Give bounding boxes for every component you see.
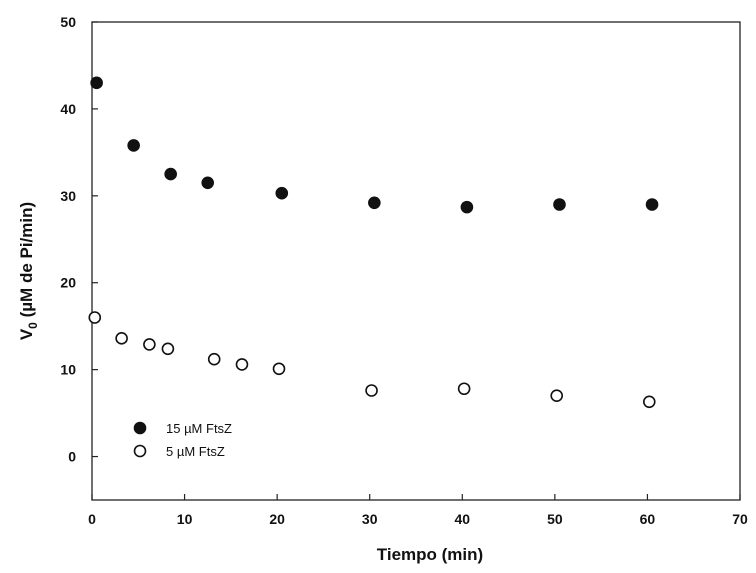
y-tick-label: 40	[60, 101, 76, 117]
x-tick-label: 20	[269, 511, 285, 527]
point-15uM-ftsz	[164, 167, 177, 181]
legend-marker-15uM	[133, 421, 147, 435]
x-tick-label: 30	[362, 511, 378, 527]
legend-label-5uM: 5 µM FtsZ	[166, 444, 225, 459]
point-15uM-ftsz	[90, 76, 103, 90]
point-5uM-ftsz	[161, 342, 175, 356]
point-15uM-ftsz	[460, 200, 474, 214]
legend: 15 µM FtsZ 5 µM FtsZ	[133, 421, 232, 459]
legend-marker-5uM	[133, 444, 147, 458]
point-5uM-ftsz	[365, 384, 378, 397]
point-5uM-ftsz	[115, 332, 128, 345]
y-tick-label: 10	[60, 362, 76, 378]
point-5uM-ftsz	[457, 382, 471, 396]
point-15uM-ftsz	[201, 176, 215, 190]
point-15uM-ftsz	[553, 198, 566, 211]
point-5uM-ftsz	[88, 311, 102, 324]
y-tick-label: 50	[60, 14, 76, 30]
point-5uM-ftsz	[143, 338, 156, 351]
point-5uM-ftsz	[550, 389, 564, 403]
y-axis-title-main: V	[17, 328, 36, 340]
x-tick-label: 40	[454, 511, 470, 527]
point-15uM-ftsz	[127, 139, 140, 152]
y-axis-title-subscript: 0	[26, 322, 40, 329]
point-5uM-ftsz	[642, 395, 656, 409]
x-axis-ticks: 0 10 20 30 40 50 60 70	[88, 494, 748, 527]
plot-frame	[91, 21, 741, 501]
legend-label-15uM: 15 µM FtsZ	[166, 421, 232, 436]
y-axis-ticks: 0 10 20 30 40 50	[60, 14, 98, 465]
x-tick-label: 10	[177, 511, 193, 527]
x-tick-label: 60	[640, 511, 656, 527]
point-5uM-ftsz	[207, 352, 221, 366]
plot-border	[91, 21, 741, 501]
y-tick-label: 30	[60, 188, 76, 204]
point-15uM-ftsz	[368, 196, 381, 210]
point-15uM-ftsz	[645, 198, 659, 211]
x-axis-title: Tiempo (min)	[377, 545, 483, 564]
x-tick-label: 70	[732, 511, 748, 527]
point-15uM-ftsz	[275, 186, 289, 200]
point-5uM-ftsz	[272, 362, 286, 376]
data-points	[88, 76, 659, 409]
point-5uM-ftsz	[235, 358, 249, 371]
y-tick-label: 20	[60, 275, 76, 291]
y-axis-title: V0 (µM de Pi/min)	[17, 202, 40, 340]
x-tick-label: 0	[88, 511, 96, 527]
y-axis-title-rest: (µM de Pi/min)	[17, 202, 36, 322]
x-tick-label: 50	[547, 511, 563, 527]
y-tick-label: 0	[68, 449, 76, 465]
